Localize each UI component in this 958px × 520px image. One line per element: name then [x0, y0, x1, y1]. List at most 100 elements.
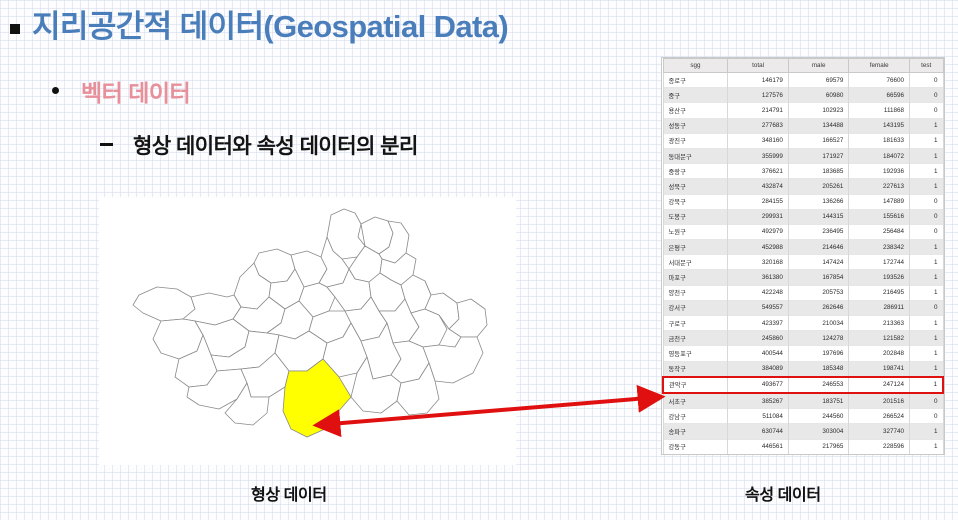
- cell-male: 262646: [787, 299, 850, 316]
- column-header-test[interactable]: test: [908, 58, 944, 73]
- table-row[interactable]: 마포구 361380 167854 193526 1: [662, 269, 944, 286]
- cell-sgg: 관악구: [662, 375, 729, 394]
- cell-sgg: 은평구: [662, 239, 729, 255]
- table-row[interactable]: 서대문구 320168 147424 172744 1: [662, 254, 944, 270]
- column-header-male[interactable]: male: [787, 58, 850, 73]
- cell-female: 76600: [848, 71, 910, 88]
- cell-male: 236495: [787, 223, 850, 240]
- cell-sgg: 구로구: [662, 314, 729, 331]
- table-row[interactable]: 동대문구 355999 171927 184072 1: [662, 147, 944, 164]
- cell-sgg: 서초구: [662, 392, 729, 409]
- cell-male: 134488: [787, 117, 850, 134]
- cell-test: 0: [908, 71, 944, 88]
- table-row[interactable]: 서초구 385267 183751 201516 0: [662, 392, 944, 409]
- cell-sgg: 강남구: [662, 408, 729, 424]
- table-row[interactable]: 도봉구 299931 144315 155616 0: [662, 208, 944, 225]
- cell-female: 181633: [848, 132, 910, 149]
- column-header-sgg[interactable]: sgg: [662, 58, 729, 73]
- cell-male: 217965: [787, 438, 850, 454]
- table-row[interactable]: 은평구 452988 214646 238342 1: [662, 239, 944, 255]
- cell-female: 216495: [848, 284, 910, 301]
- cell-female: 202848: [848, 345, 910, 362]
- column-header-female[interactable]: female: [848, 58, 910, 73]
- cell-female: 256484: [848, 223, 910, 240]
- page-title: 지리공간적 데이터(Geospatial Data): [10, 8, 509, 47]
- page-title-text: 지리공간적 데이터(Geospatial Data): [32, 9, 509, 44]
- square-bullet-icon: [10, 24, 20, 34]
- bullet-level3: 형상 데이터와 속성 데이터의 분리: [100, 130, 418, 160]
- cell-test: 1: [908, 314, 944, 331]
- cell-female: 198741: [848, 360, 910, 377]
- cell-female: 327740: [848, 423, 910, 439]
- table-row[interactable]: 구로구 423397 210034 213363 1: [662, 314, 944, 331]
- table-row[interactable]: 노원구 492979 236495 256484 0: [662, 223, 944, 240]
- table-row[interactable]: 양천구 422248 205753 216495 1: [662, 284, 944, 301]
- table-row[interactable]: 성북구 432874 205261 227613 1: [662, 178, 944, 194]
- cell-total: 284155: [727, 193, 789, 210]
- cell-male: 166527: [787, 132, 850, 149]
- cell-female: 192936: [848, 163, 910, 179]
- caption-attribute-data: 속성 데이터: [745, 487, 821, 504]
- cell-male: 102923: [787, 102, 850, 119]
- cell-test: 0: [908, 223, 944, 240]
- cell-test: 1: [908, 163, 944, 179]
- cell-sgg: 서대문구: [662, 254, 729, 270]
- cell-test: 1: [908, 360, 944, 377]
- cell-female: 111868: [848, 102, 910, 119]
- cell-sgg: 마포구: [662, 269, 729, 286]
- cell-test: 0: [908, 392, 944, 409]
- cell-test: 1: [908, 132, 944, 149]
- table-row[interactable]: 송파구 630744 303004 327740 1: [662, 423, 944, 439]
- cell-sgg: 송파구: [662, 423, 729, 439]
- table-row[interactable]: 강남구 511084 244560 266524 0: [662, 408, 944, 424]
- table-row[interactable]: 중랑구 376621 183685 192936 1: [662, 163, 944, 179]
- cell-sgg: 강북구: [662, 193, 729, 210]
- table-header-row: sgg total male female test: [662, 58, 944, 73]
- cell-test: 1: [908, 147, 944, 164]
- table-row[interactable]: 성동구 277683 134488 143195 1: [662, 117, 944, 134]
- cell-male: 214646: [787, 239, 850, 255]
- cell-total: 355999: [727, 147, 789, 164]
- table-row[interactable]: 강서구 549557 262646 286911 0: [662, 299, 944, 316]
- cell-sgg: 동대문구: [662, 147, 729, 164]
- table-row[interactable]: 중구 127576 60980 66596 0: [662, 87, 944, 103]
- cell-male: 303004: [787, 423, 850, 439]
- table-row[interactable]: 강동구 446561 217965 228596 1: [662, 438, 944, 454]
- cell-male: 244560: [787, 408, 850, 424]
- attribute-table[interactable]: sgg total male female test 종로구 146179 6957…: [661, 57, 945, 455]
- cell-total: 511084: [727, 408, 789, 424]
- cell-female: 213363: [848, 314, 910, 331]
- table-row[interactable]: 금천구 245860 124278 121582 1: [662, 330, 944, 346]
- cell-sgg: 도봉구: [662, 208, 729, 225]
- cell-sgg: 중랑구: [662, 163, 729, 179]
- table-row[interactable]: 동작구 384089 185348 198741 1: [662, 360, 944, 377]
- cell-female: 286911: [848, 299, 910, 316]
- cell-sgg: 강서구: [662, 299, 729, 316]
- cell-test: 1: [908, 239, 944, 255]
- cell-sgg: 영등포구: [662, 345, 729, 362]
- cell-test: 1: [908, 438, 944, 454]
- column-header-total[interactable]: total: [727, 58, 789, 73]
- cell-male: 185348: [787, 360, 850, 377]
- table-row[interactable]: 광진구 348160 166527 181633 1: [662, 132, 944, 149]
- cell-total: 432874: [727, 178, 789, 194]
- cell-female: 228596: [848, 438, 910, 454]
- cell-female: 201516: [848, 392, 910, 409]
- cell-test: 0: [908, 193, 944, 210]
- cell-male: 167854: [787, 269, 850, 286]
- cell-female: 66596: [848, 87, 910, 103]
- cell-test: 1: [908, 330, 944, 346]
- cell-test: 1: [908, 284, 944, 301]
- table-row[interactable]: 강북구 284155 136266 147889 0: [662, 193, 944, 210]
- table-row[interactable]: 용산구 214791 102923 111868 0: [662, 102, 944, 119]
- cell-male: 246553: [787, 375, 850, 394]
- cell-female: 155616: [848, 208, 910, 225]
- cell-total: 146179: [727, 71, 789, 88]
- cell-male: 147424: [787, 254, 850, 270]
- cell-test: 0: [908, 87, 944, 103]
- cell-sgg: 성북구: [662, 178, 729, 194]
- table-row[interactable]: 종로구 146179 69579 76600 0: [662, 71, 944, 88]
- table-row[interactable]: 관악구 493677 246553 247124 1: [662, 375, 944, 394]
- cell-male: 183685: [787, 163, 850, 179]
- table-row[interactable]: 영등포구 400544 197696 202848 1: [662, 345, 944, 362]
